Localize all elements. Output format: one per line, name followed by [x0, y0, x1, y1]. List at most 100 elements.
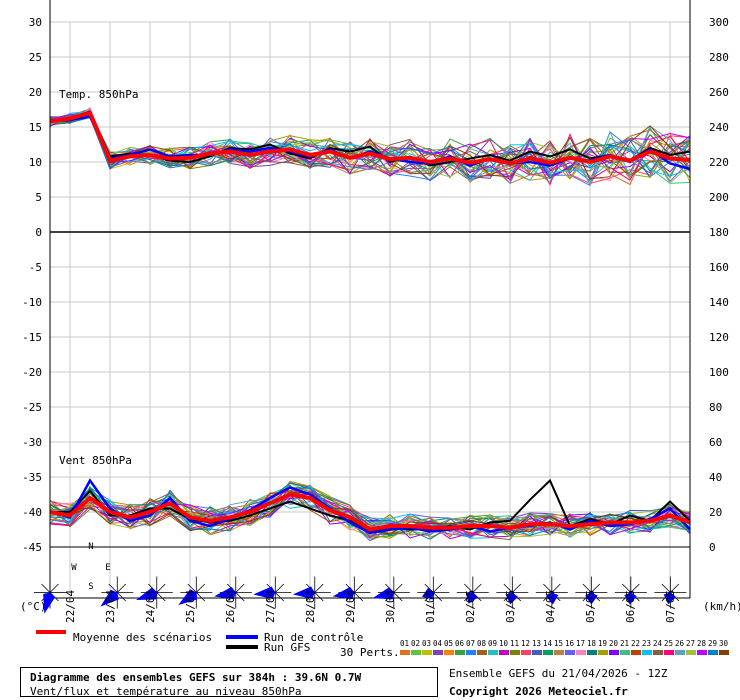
wind-rose — [136, 576, 173, 609]
rose-petal — [253, 586, 276, 599]
pert-swatch — [609, 650, 619, 655]
date-tick-label: 04/05 — [544, 590, 557, 623]
caption-box: Diagramme des ensembles GEFS sur 384h : … — [20, 667, 438, 698]
pert-swatch — [642, 650, 652, 655]
pert-swatch — [598, 650, 608, 655]
temp-member-line — [49, 114, 691, 187]
right-tick-label: 100 — [709, 366, 729, 379]
pert-swatch — [532, 650, 542, 655]
pert-number: 09 — [488, 639, 497, 648]
rose-spoke — [433, 592, 443, 602]
pert-number: 25 — [664, 639, 673, 648]
pert-number: 27 — [686, 639, 695, 648]
pert-number: 14 — [543, 639, 553, 648]
rose-spoke — [543, 583, 553, 593]
left-tick-label: 25 — [29, 51, 42, 64]
pert-number: 20 — [609, 639, 619, 648]
left-tick-label: 10 — [29, 156, 42, 169]
run-info: Ensemble GEFS du 21/04/2026 - 12Z — [449, 667, 668, 680]
rose-spoke — [116, 592, 127, 602]
pert-number: 03 — [422, 639, 431, 648]
pert-swatch — [400, 650, 410, 655]
pert-number: 15 — [554, 639, 563, 648]
left-tick-label: 20 — [29, 86, 42, 99]
date-tick-label: 01/05 — [424, 590, 437, 623]
left-tick-label: -40 — [22, 506, 42, 519]
right-tick-label: 160 — [709, 261, 729, 274]
wind-rose — [292, 576, 331, 609]
rose-spoke — [314, 592, 324, 602]
wind-rose — [253, 576, 292, 609]
wind-rose — [575, 576, 608, 609]
right-tick-label: 0 — [709, 541, 716, 554]
pert-swatch — [444, 650, 454, 655]
pert-swatch — [565, 650, 575, 655]
pert-number: 29 — [708, 639, 717, 648]
rose-spoke — [670, 583, 680, 593]
rose-spoke — [49, 583, 59, 593]
pert-number: 12 — [521, 639, 530, 648]
pert-swatch — [411, 650, 421, 655]
pert-number: 07 — [466, 639, 475, 648]
pert-swatch — [664, 650, 674, 655]
compass-w: W — [71, 563, 77, 573]
right-tick-label: 200 — [709, 191, 729, 204]
pert-number: 30 — [719, 639, 729, 648]
pert-swatch — [631, 650, 641, 655]
pert-number: 04 — [433, 639, 443, 648]
rose-spoke — [512, 583, 522, 593]
wind-rose — [417, 576, 450, 609]
left-unit-label: (°C) — [20, 600, 47, 613]
pert-swatch — [466, 650, 476, 655]
pert-swatch — [455, 650, 465, 655]
pert-number: 11 — [510, 639, 519, 648]
legend: Moyenne des scénarios Run de contrôle Ru… — [36, 630, 729, 659]
compass-e: E — [105, 563, 110, 573]
date-tick-label: 03/05 — [504, 590, 517, 623]
pert-swatch — [576, 650, 586, 655]
right-tick-label: 180 — [709, 226, 729, 239]
rose-spoke — [41, 583, 51, 593]
rose-spoke — [235, 592, 245, 602]
left-tick-label: -45 — [22, 541, 42, 554]
rose-petal — [178, 589, 198, 606]
rose-spoke — [630, 583, 640, 593]
pert-swatch — [675, 650, 685, 655]
pert-swatch — [554, 650, 564, 655]
pert-number: 02 — [411, 639, 420, 648]
rose-petal — [663, 592, 676, 605]
date-tick-label: 22/04 — [64, 590, 77, 623]
rose-spoke — [582, 583, 592, 593]
date-tick-label: 29/04 — [344, 590, 357, 623]
wind-mean-line — [49, 492, 691, 532]
left-tick-label: -10 — [22, 296, 42, 309]
left-tick-label: -30 — [22, 436, 42, 449]
rose-petal — [465, 592, 478, 604]
date-tick-label: 02/05 — [464, 590, 477, 623]
date-tick-label: 25/04 — [184, 590, 197, 623]
right-unit-label: (km/h) — [703, 600, 740, 613]
pert-number: 18 — [587, 639, 597, 648]
rose-petal — [422, 587, 434, 600]
date-tick-label: 24/04 — [144, 590, 157, 623]
legend-label-mean: Moyenne des scénarios — [73, 631, 212, 644]
rose-spoke — [195, 592, 206, 602]
rose-spoke — [116, 583, 127, 593]
pert-number: 13 — [532, 639, 541, 648]
left-tick-label: 0 — [35, 226, 42, 239]
pert-number: 28 — [697, 639, 707, 648]
right-tick-label: 120 — [709, 331, 729, 344]
rose-petal — [372, 587, 394, 600]
rose-petal — [505, 592, 518, 605]
left-tick-label: 30 — [29, 16, 42, 29]
rose-spoke — [275, 592, 285, 602]
rose-spoke — [503, 583, 513, 593]
pert-swatch — [697, 650, 707, 655]
temp-panel-label: Temp. 850hPa — [59, 88, 138, 101]
wind-rose — [456, 576, 489, 609]
temp-mean-line — [49, 110, 691, 166]
pert-number: 23 — [642, 639, 651, 648]
wind-rose — [535, 576, 568, 609]
pert-number: 19 — [598, 639, 607, 648]
date-tick-label: 27/04 — [264, 590, 277, 623]
